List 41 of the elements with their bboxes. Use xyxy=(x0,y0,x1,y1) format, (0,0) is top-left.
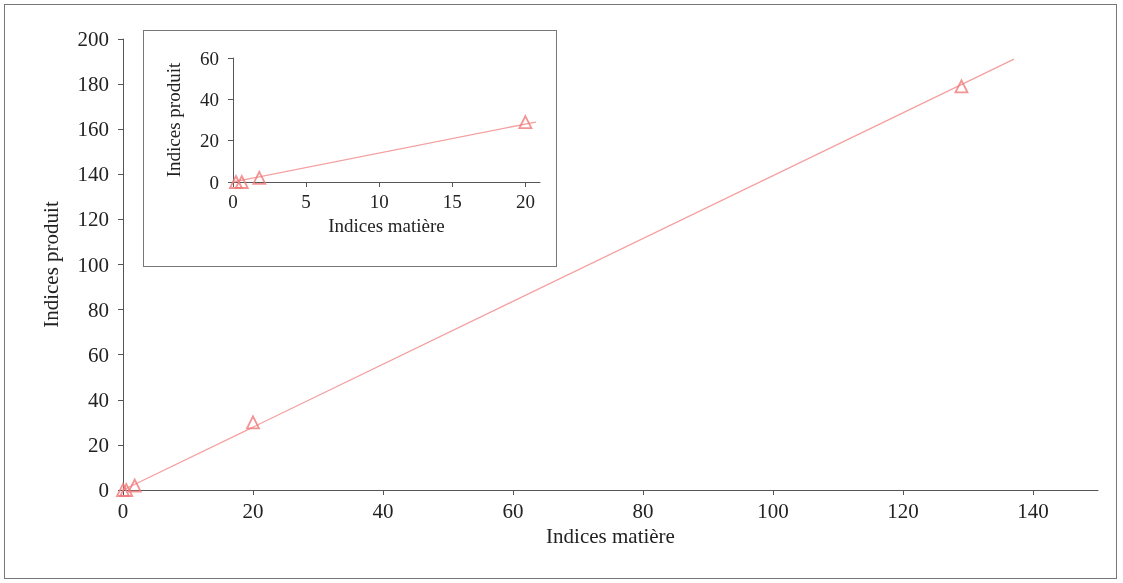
y-axis-title: Indices produit xyxy=(163,62,184,178)
y-tick-label: 20 xyxy=(88,432,109,457)
y-tick-label: 60 xyxy=(200,47,219,69)
x-tick-label: 5 xyxy=(301,191,311,212)
point xyxy=(119,483,134,497)
point xyxy=(252,170,267,185)
point xyxy=(954,79,969,94)
y-tick-label: 100 xyxy=(77,252,109,277)
x-axis-title: Indices matière xyxy=(328,214,445,236)
x-tick-label: 20 xyxy=(515,191,535,212)
y-tick-label: 20 xyxy=(200,130,219,152)
x-tick-label: 20 xyxy=(242,498,264,523)
x-tick-label: 100 xyxy=(757,498,789,523)
x-tick-label: 60 xyxy=(502,498,524,523)
x-tick-label: 120 xyxy=(887,498,919,523)
point xyxy=(116,483,130,497)
x-tick-label: 140 xyxy=(1017,498,1049,523)
y-tick-label: 140 xyxy=(77,162,109,187)
x-tick-label: 0 xyxy=(117,498,129,523)
point xyxy=(246,415,260,430)
x-tick-label: 80 xyxy=(632,498,654,523)
y-tick-label: 160 xyxy=(77,117,109,142)
x-axis-title: Indices matière xyxy=(546,524,675,549)
x-tick-label: 10 xyxy=(369,191,389,212)
y-tick-label: 40 xyxy=(200,88,219,110)
y-tick-label: 80 xyxy=(88,297,109,322)
y-axis-title: Indices produit xyxy=(38,201,63,328)
y-tick-label: 40 xyxy=(88,387,109,412)
x-tick-label: 0 xyxy=(228,191,238,212)
point xyxy=(229,175,243,189)
y-tick-label: 180 xyxy=(77,72,109,97)
point xyxy=(234,175,249,189)
x-tick-label: 40 xyxy=(372,498,394,523)
point xyxy=(127,478,142,493)
y-tick-label: 60 xyxy=(88,342,109,367)
y-tick-label: 120 xyxy=(77,207,109,232)
y-tick-label: 0 xyxy=(209,171,219,193)
x-tick-label: 15 xyxy=(442,191,462,212)
y-tick-label: 0 xyxy=(98,478,109,502)
point xyxy=(518,115,533,129)
y-tick-label: 200 xyxy=(77,27,109,51)
